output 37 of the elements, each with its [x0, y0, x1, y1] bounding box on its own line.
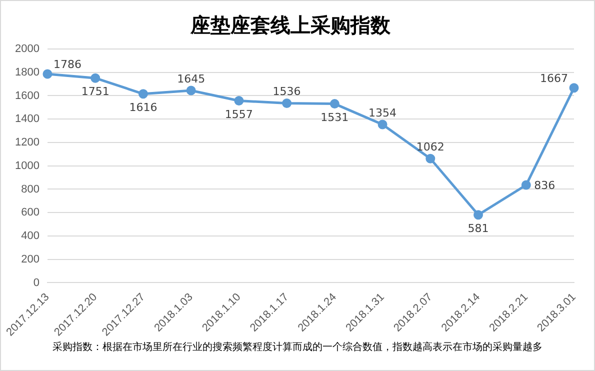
y-tick-label: 1400: [14, 113, 40, 126]
text: 采购指数：根据在市场里所在行业的搜索频繁程度计算而成的一个综合数值，指数越高表示在市场的采购量越多: [52, 342, 544, 354]
y-tick-label: 200: [21, 253, 40, 266]
point: [282, 98, 292, 108]
point: [330, 99, 340, 109]
point: [569, 83, 579, 93]
data-label: 1645: [177, 72, 206, 86]
data-label: 1531: [320, 110, 349, 124]
point: [186, 86, 196, 96]
data-label: 1751: [81, 85, 110, 98]
y-tick-label: 2000: [14, 43, 40, 56]
data-label: 1536: [272, 85, 301, 98]
y-tick-label: 800: [21, 183, 40, 196]
y-tick-label: 0: [33, 276, 40, 289]
data-label: 1616: [129, 100, 158, 114]
point: [378, 120, 388, 130]
y-tick-label: 1200: [14, 136, 40, 149]
point: [42, 69, 52, 79]
data-label: 1062: [416, 140, 444, 154]
data-label: 581: [468, 222, 489, 235]
y-tick-label: 1800: [14, 66, 40, 78]
point: [521, 180, 531, 190]
y-tick-label: 400: [21, 230, 40, 242]
y-tick-label: 1000: [14, 160, 40, 172]
data-label: 836: [534, 179, 556, 192]
point: [474, 210, 484, 220]
chart-title: 座垫座套线上采购指数: [190, 13, 392, 38]
point: [138, 89, 148, 99]
point: [426, 154, 436, 164]
y-tick-label: 600: [21, 206, 40, 219]
data-label: 1667: [540, 72, 568, 85]
data-label: 1786: [53, 58, 82, 72]
data-label: 1354: [368, 106, 397, 120]
point: [90, 73, 100, 83]
point: [234, 96, 244, 106]
data-label: 1557: [224, 108, 253, 121]
y-tick-label: 1600: [14, 90, 40, 102]
